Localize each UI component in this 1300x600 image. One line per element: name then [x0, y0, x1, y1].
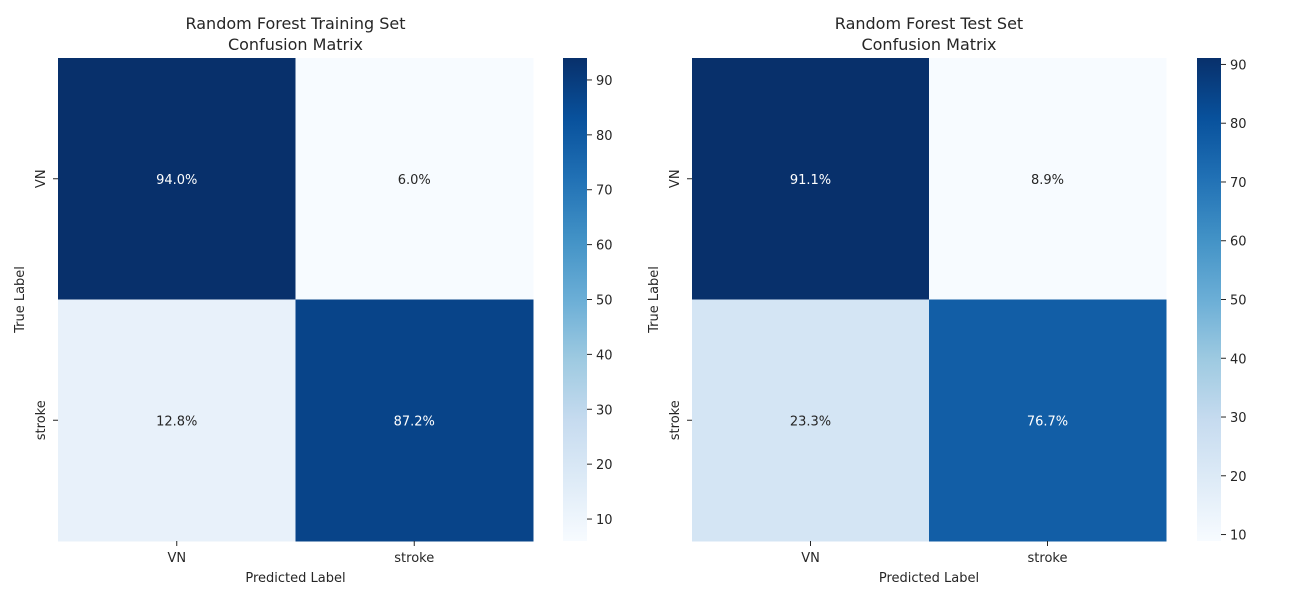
chart-title-line: Random Forest Training Set	[185, 14, 405, 33]
cell-annotation: 23.3%	[790, 414, 831, 429]
colorbar-tick-label: 40	[596, 348, 613, 363]
colorbar-tick-label: 30	[1230, 411, 1247, 426]
colorbar-tick-label: 20	[1230, 470, 1247, 485]
x-axis-label: Predicted Label	[245, 571, 345, 586]
colorbar-tick-label: 20	[596, 458, 613, 473]
heatmap-cell-VN-VN	[58, 58, 296, 300]
colorbar	[563, 58, 587, 541]
chart-title-line: Confusion Matrix	[228, 35, 363, 54]
x-tick-label: stroke	[1028, 551, 1068, 566]
colorbar	[1197, 58, 1221, 541]
y-tick-label: VN	[668, 169, 683, 188]
y-tick-label: VN	[34, 169, 49, 188]
cell-annotation: 6.0%	[398, 173, 431, 188]
colorbar-tick-label: 90	[1230, 58, 1247, 73]
y-axis-label: True Label	[13, 266, 28, 334]
heatmap-panel-2: Random Forest Test Set Confusion Matrix 91…	[647, 14, 1247, 586]
cell-annotation: 87.2%	[394, 414, 435, 429]
heatmap-cell-stroke-VN	[692, 299, 930, 542]
cell-annotation: 76.7%	[1027, 414, 1068, 429]
x-tick-label: VN	[801, 551, 820, 566]
heatmap-cell-VN-VN	[692, 58, 930, 300]
colorbar-tick-label: 80	[1230, 117, 1247, 132]
colorbar-tick-label: 50	[596, 294, 613, 309]
colorbar-tick-label: 10	[1230, 529, 1247, 544]
heatmap-cell-VN-stroke	[295, 58, 534, 300]
x-axis-label: Predicted Label	[879, 571, 979, 586]
cell-annotation: 12.8%	[156, 414, 197, 429]
chart-title-line: Random Forest Test Set	[835, 14, 1023, 33]
heatmap-cell-VN-stroke	[929, 58, 1167, 300]
colorbar-tick-label: 60	[596, 239, 613, 254]
cell-annotation: 94.0%	[156, 173, 197, 188]
y-axis-label: True Label	[647, 266, 662, 334]
heatmap-cell-stroke-stroke	[929, 299, 1167, 542]
heatmap-cell-stroke-VN	[58, 299, 296, 542]
x-tick-label: VN	[167, 551, 186, 566]
colorbar-tick-label: 70	[596, 184, 613, 199]
y-tick-label: stroke	[34, 400, 49, 440]
colorbar-tick-label: 90	[596, 74, 613, 89]
cell-annotation: 91.1%	[790, 173, 831, 188]
chart-title-line: Confusion Matrix	[861, 35, 996, 54]
colorbar-tick-label: 80	[596, 129, 613, 144]
heatmap-cell-stroke-stroke	[295, 299, 534, 542]
colorbar-tick-label: 30	[596, 403, 613, 418]
colorbar-tick-label: 70	[1230, 176, 1247, 191]
x-tick-label: stroke	[394, 551, 434, 566]
colorbar-tick-label: 40	[1230, 352, 1247, 367]
y-tick-label: stroke	[668, 400, 683, 440]
colorbar-tick-label: 10	[596, 513, 613, 528]
cell-annotation: 8.9%	[1031, 173, 1064, 188]
colorbar-tick-label: 60	[1230, 235, 1247, 250]
heatmap-panel-1: Random Forest Training Set Confusion Matr…	[13, 14, 613, 586]
colorbar-tick-label: 50	[1230, 294, 1247, 309]
